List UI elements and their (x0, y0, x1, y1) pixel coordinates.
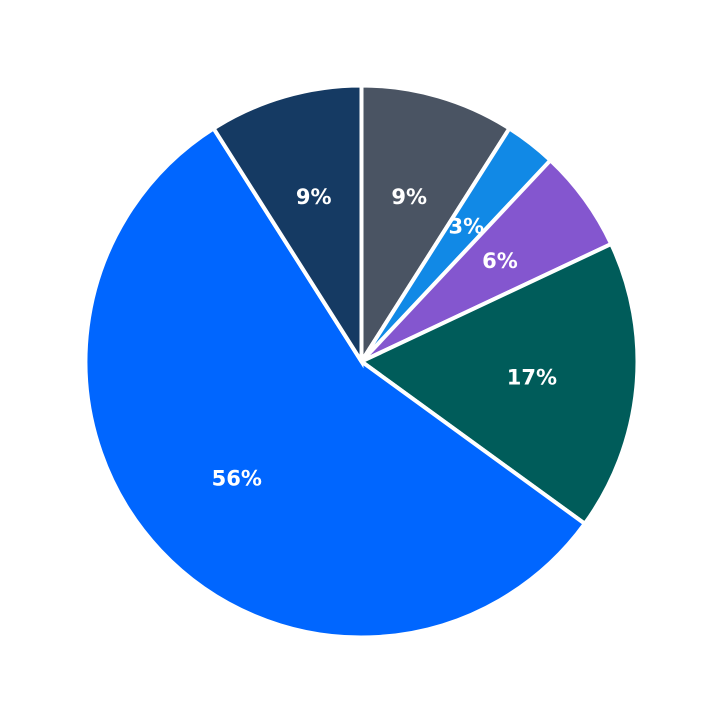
pie-slices (83, 83, 640, 640)
pie-labels: 9% 3% 6% 17% 56% 9% (212, 185, 557, 490)
pie-slice-label-4: 56% (212, 467, 262, 491)
pie-slice-label-0: 9% (391, 185, 427, 209)
pie-slice-label-3: 17% (507, 366, 557, 390)
pie-slice-0 (359, 83, 513, 369)
pie-slice-label-1: 3% (449, 214, 485, 238)
pie-slice-label-2: 6% (482, 249, 518, 273)
pie-slice-5 (210, 83, 364, 369)
pie-slice-3 (357, 241, 640, 527)
pie-slice-label-5: 9% (296, 185, 332, 209)
pie-slice-4 (83, 125, 588, 640)
